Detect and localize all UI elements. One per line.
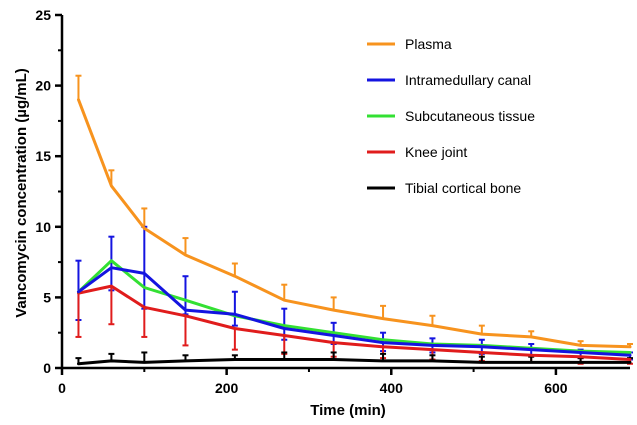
error-bars-plasma — [75, 74, 633, 347]
series-line-intramedullary-canal — [77, 266, 632, 357]
legend-item-knee-joint: Knee joint — [367, 144, 467, 160]
legend-item-plasma: Plasma — [367, 36, 452, 52]
x-axis-title: Time (min) — [310, 402, 386, 419]
y-tick-label: 5 — [43, 289, 51, 305]
legend: Plasma Intramedullary canal Subcutaneous t… — [367, 36, 535, 196]
series-lines — [77, 98, 632, 366]
y-tick-label: 10 — [35, 219, 51, 235]
error-bars — [75, 74, 633, 365]
y-tick-label: 15 — [35, 148, 51, 164]
x-tick-label: 600 — [544, 380, 568, 396]
legend-label: Tibial cortical bone — [405, 180, 521, 196]
legend-item-subcutaneous-tissue: Subcutaneous tissue — [367, 108, 535, 124]
tick-marks — [55, 13, 558, 375]
series-line-knee-joint — [77, 284, 632, 361]
legend-label: Plasma — [405, 36, 452, 52]
y-tick-label: 25 — [35, 7, 51, 23]
y-tick-label: 20 — [35, 78, 51, 94]
y-tick-label: 0 — [43, 360, 51, 376]
legend-label: Intramedullary canal — [405, 72, 531, 88]
x-tick-label: 400 — [380, 380, 404, 396]
x-tick-label: 200 — [215, 380, 239, 396]
series-line-plasma — [77, 98, 632, 349]
legend-label: Subcutaneous tissue — [405, 108, 535, 124]
axes — [60, 15, 630, 370]
legend-item-intramedullary-canal: Intramedullary canal — [367, 72, 531, 88]
legend-label: Knee joint — [405, 144, 467, 160]
series-line-tibial-cortical-bone — [77, 358, 632, 366]
x-tick-label: 0 — [58, 380, 66, 396]
tick-labels: 0 5 10 15 20 25 0 200 400 600 — [35, 7, 567, 396]
y-axis-title: Vancomycin concentration (µg/mL) — [13, 68, 30, 318]
legend-item-tibial-cortical-bone: Tibial cortical bone — [367, 180, 521, 196]
